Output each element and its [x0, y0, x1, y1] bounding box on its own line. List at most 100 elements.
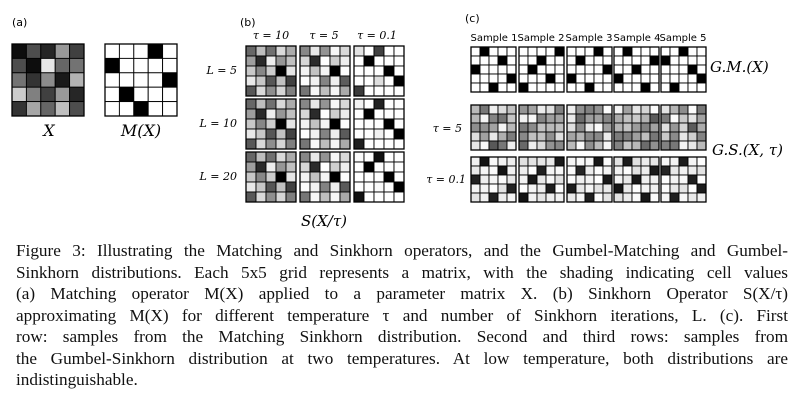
- grid-cell: [373, 75, 385, 87]
- grid-cell: [393, 85, 405, 97]
- grid-cell: [133, 86, 149, 103]
- grid-cell: [275, 191, 287, 203]
- grid-cell: [309, 108, 321, 120]
- sinkhorn-grid: [299, 151, 351, 203]
- grid-cell: [566, 55, 577, 66]
- grid-cell: [69, 43, 85, 59]
- grid-cell: [613, 156, 624, 167]
- grid-cell: [622, 140, 633, 151]
- grid-cell: [255, 98, 267, 110]
- grid-cell: [353, 181, 365, 193]
- grid-cell: [479, 156, 490, 167]
- grid-cell: [373, 151, 385, 163]
- grid-cell: [497, 64, 508, 75]
- grid-cell: [554, 140, 565, 151]
- grid-cell: [285, 108, 297, 120]
- grid-cell: [554, 131, 565, 142]
- grid-cell: [373, 128, 385, 140]
- grid-cell: [470, 156, 481, 167]
- grid-border: [299, 151, 351, 203]
- grid-cell: [593, 113, 604, 124]
- grid-cell: [339, 55, 351, 67]
- grid-cell: [669, 73, 680, 84]
- grid-cell: [118, 86, 135, 103]
- grid-cell: [299, 45, 311, 57]
- grid-cell: [518, 140, 529, 151]
- grid-cell: [640, 46, 651, 57]
- matching-output-matrix: [104, 43, 178, 117]
- grid-cell: [265, 65, 277, 77]
- panel-b: (b) τ = 10 τ = 5 τ = 0.1 L = 5 L = 10 L …: [198, 16, 405, 230]
- grid-border: [245, 45, 297, 97]
- grid-cell: [285, 128, 297, 140]
- grid-cell: [245, 85, 257, 97]
- grid-cell: [353, 65, 365, 77]
- grid-cell: [649, 131, 660, 142]
- grid-cell: [602, 46, 613, 57]
- grid-cell: [309, 138, 321, 150]
- grid-cell: [309, 181, 321, 193]
- grid-cell: [299, 171, 311, 183]
- gumbel-sinkhorn-sample-tau-5: [660, 104, 707, 151]
- grid-cell: [527, 55, 538, 66]
- grid-cell: [622, 122, 633, 133]
- grid-cell: [497, 104, 508, 115]
- grid-cell: [373, 55, 385, 67]
- grid-cell: [69, 101, 85, 117]
- grid-cell: [669, 183, 680, 194]
- grid-cell: [373, 181, 385, 193]
- grid-border: [566, 46, 613, 93]
- grid-cell: [660, 55, 671, 66]
- grid-cell: [584, 64, 595, 75]
- grid-cell: [162, 43, 178, 59]
- grid-cell: [470, 55, 481, 66]
- grid-cell: [669, 165, 680, 176]
- grid-cell: [696, 192, 707, 203]
- grid-cell: [255, 45, 267, 57]
- grid-cell: [696, 122, 707, 133]
- grid-border: [660, 46, 707, 93]
- grid-cell: [497, 131, 508, 142]
- row-label-tau-5: τ = 5: [433, 122, 462, 135]
- grid-border: [353, 45, 405, 97]
- grid-cell: [285, 118, 297, 130]
- grid-cell: [554, 55, 565, 66]
- grid-cell: [353, 98, 365, 110]
- grid-cell: [622, 183, 633, 194]
- grid-cell: [275, 161, 287, 173]
- grid-cell: [649, 165, 660, 176]
- grid-cell: [25, 72, 42, 88]
- grid-cell: [631, 140, 642, 151]
- grid-cell: [162, 86, 178, 103]
- grid-cell: [488, 113, 499, 124]
- grid-cell: [275, 128, 287, 140]
- grid-cell: [54, 72, 71, 88]
- sample-label-5: Sample 5: [659, 33, 706, 44]
- grid-cell: [479, 165, 490, 176]
- grid-cell: [329, 45, 341, 57]
- grid-cell: [593, 156, 604, 167]
- grid-cell: [687, 183, 698, 194]
- grid-cell: [545, 131, 556, 142]
- grid-cell: [339, 161, 351, 173]
- grid-cell: [319, 181, 331, 193]
- grid-cell: [660, 192, 671, 203]
- L-label-20: L = 20: [198, 170, 237, 183]
- grid-cell: [383, 118, 395, 130]
- grid-cell: [54, 101, 71, 117]
- grid-cell: [613, 104, 624, 115]
- grid-cell: [245, 55, 257, 67]
- grid-cell: [319, 171, 331, 183]
- grid-cell: [353, 108, 365, 120]
- grid-cell: [622, 46, 633, 57]
- grid-cell: [245, 171, 257, 183]
- grid-cell: [622, 174, 633, 185]
- grid-cell: [518, 113, 529, 124]
- gumbel-matching-sample: [566, 46, 613, 93]
- grid-cell: [640, 192, 651, 203]
- grid-cell: [584, 192, 595, 203]
- grid-cell: [593, 174, 604, 185]
- grid-cell: [687, 46, 698, 57]
- grid-cell: [678, 131, 689, 142]
- grid-cell: [631, 131, 642, 142]
